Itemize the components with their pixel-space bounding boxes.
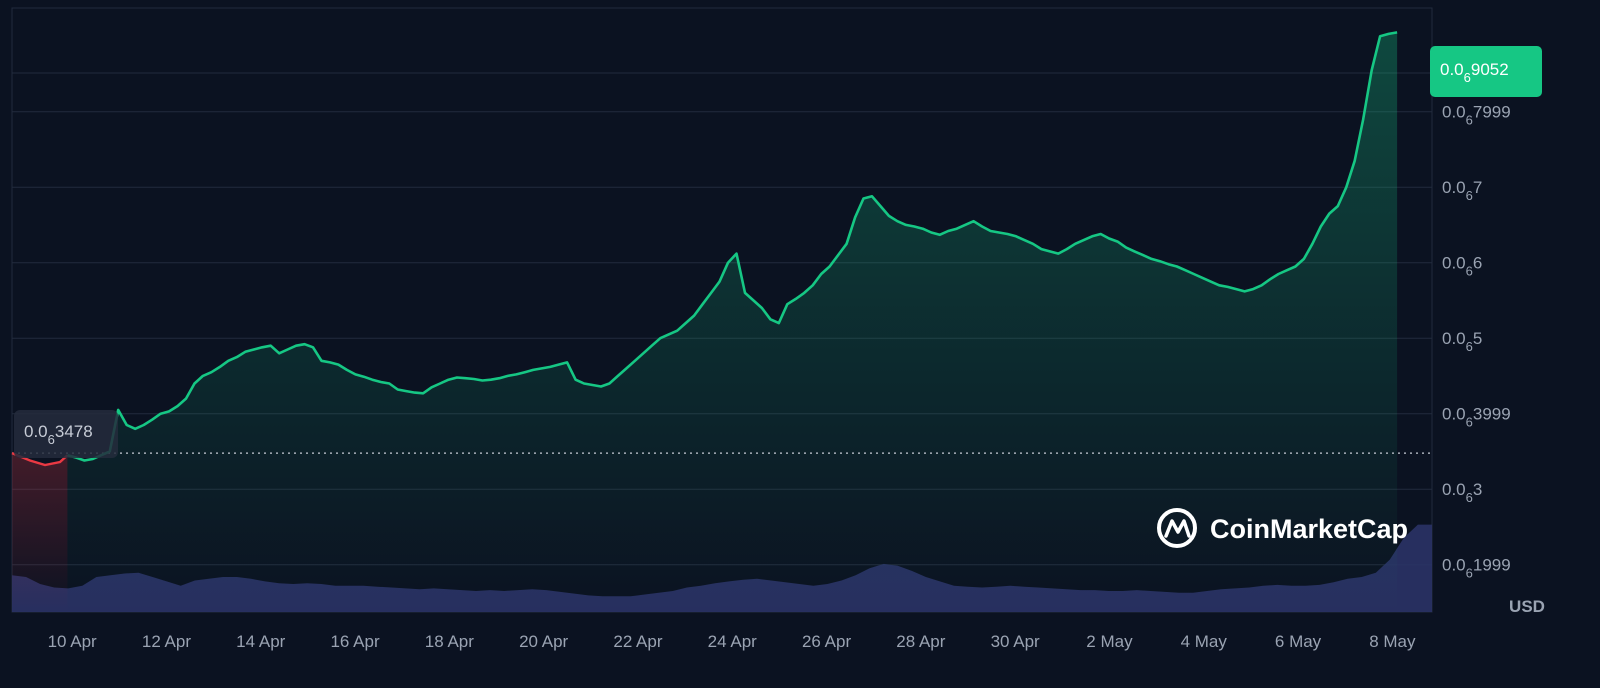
y-tick-label-5: 0.067 [1442,178,1482,203]
start-area [12,453,68,612]
y-tick-label-1: 0.063 [1442,480,1482,505]
current-price-label: 0.069052 [1440,60,1509,85]
x-tick-label-9: 28 Apr [896,632,945,651]
x-tick-label-3: 16 Apr [330,632,379,651]
x-tick-label-4: 18 Apr [425,632,474,651]
y-tick-label-0: 0.061999 [1442,556,1511,581]
y-tick-label-3: 0.065 [1442,329,1482,354]
y-tick-label-2: 0.063999 [1442,405,1511,430]
y-axis: 0.061999 0.063 0.063999 0.065 0.066 0.067 0.06… [1442,103,1511,581]
x-tick-label-6: 22 Apr [613,632,662,651]
x-tick-label-13: 6 May [1275,632,1322,651]
price-line [67,31,1398,462]
x-tick-label-1: 12 Apr [142,632,191,651]
watermark: CoinMarketCap [1157,508,1408,548]
area-layer [12,32,1398,612]
x-tick-label-7: 24 Apr [708,632,757,651]
x-tick-label-5: 20 Apr [519,632,568,651]
current-price-badge: 0.069052 [1430,46,1542,97]
line-layer [11,31,1398,467]
currency-label: USD [1509,597,1545,616]
x-tick-label-0: 10 Apr [48,632,97,651]
x-axis: 10 Apr 12 Apr 14 Apr 16 Apr 18 Apr 20 Apr 22 A… [48,632,1416,651]
x-tick-label-11: 2 May [1086,632,1133,651]
x-tick-label-12: 4 May [1181,632,1228,651]
y-tick-label-6: 0.067999 [1442,103,1511,128]
price-area [67,32,1398,612]
x-tick-label-2: 14 Apr [236,632,285,651]
start-price-badge: 0.063478 [14,410,118,458]
current-price-badge-bg [1430,46,1542,97]
watermark-text: CoinMarketCap [1210,514,1408,544]
start-price-label: 0.063478 [24,422,93,447]
coinmarketcap-logo-icon [1157,508,1197,548]
x-tick-label-8: 26 Apr [802,632,851,651]
x-tick-label-10: 30 Apr [991,632,1040,651]
y-tick-label-4: 0.066 [1442,254,1482,279]
x-tick-label-14: 8 May [1369,632,1416,651]
start-line-segment [11,451,69,467]
